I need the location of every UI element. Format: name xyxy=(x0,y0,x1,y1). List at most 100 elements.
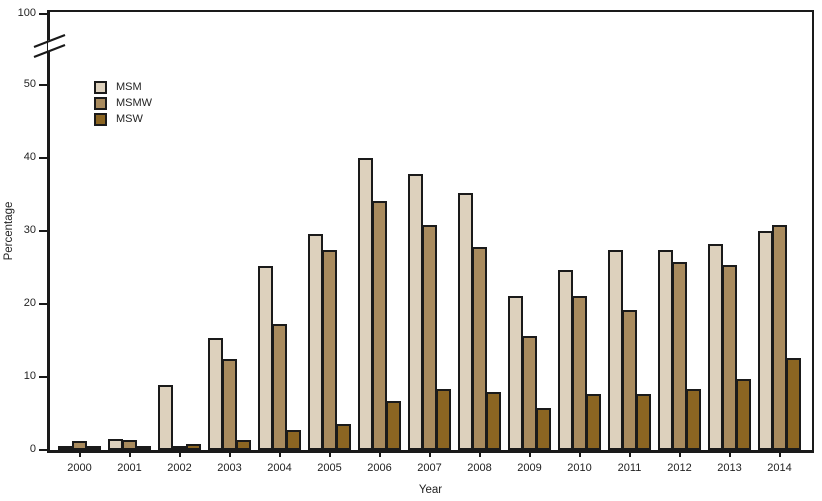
x-tick-2000 xyxy=(78,450,81,457)
bar-2005-msmw xyxy=(322,250,337,450)
bar-2003-msw xyxy=(236,440,251,450)
x-tick-label-2009: 2009 xyxy=(517,462,542,474)
y-tick-label-40: 40 xyxy=(23,150,36,163)
bar-2014-msm xyxy=(758,231,773,450)
x-tick-2013 xyxy=(728,450,731,457)
x-tick-2005 xyxy=(328,450,331,457)
y-tick-label-0: 0 xyxy=(29,443,36,455)
bar-2007-msm xyxy=(408,174,423,450)
y-tick-label-30: 30 xyxy=(23,223,36,236)
bar-2010-msmw xyxy=(572,296,587,450)
y-tick-0 xyxy=(39,449,48,451)
legend-label-msm: MSM xyxy=(116,81,142,93)
bar-2006-msmw xyxy=(372,201,387,450)
legend-swatch-msmw xyxy=(94,97,107,110)
bar-2004-msm xyxy=(258,266,273,450)
bar-2008-msm xyxy=(458,193,473,450)
bar-2011-msw xyxy=(636,394,651,450)
bar-2012-msmw xyxy=(672,262,687,450)
bar-2009-msw xyxy=(536,408,551,450)
bar-2010-msm xyxy=(558,270,573,450)
x-tick-label-2002: 2002 xyxy=(167,462,192,474)
bar-2012-msm xyxy=(658,250,673,450)
y-tick-30 xyxy=(39,229,48,232)
x-tick-label-2010: 2010 xyxy=(567,462,592,474)
x-axis-title: Year xyxy=(418,484,443,496)
bar-2011-msm xyxy=(608,250,623,450)
bar-2005-msw xyxy=(336,424,351,450)
x-tick-label-2004: 2004 xyxy=(267,462,292,474)
bar-2003-msm xyxy=(208,338,223,450)
bar-2007-msmw xyxy=(422,225,437,450)
bar-2001-msm xyxy=(108,439,123,450)
bar-2009-msmw xyxy=(522,336,537,450)
bar-2007-msw xyxy=(436,389,451,450)
x-tick-label-2014: 2014 xyxy=(767,462,792,474)
y-tick-10 xyxy=(39,375,48,378)
x-tick-label-2001: 2001 xyxy=(117,462,142,474)
y-tick-label-50: 50 xyxy=(23,77,36,90)
y-tick-label-100: 100 xyxy=(17,7,36,19)
x-tick-label-2003: 2003 xyxy=(217,462,242,474)
x-tick-2012 xyxy=(678,450,681,457)
bar-2004-msmw xyxy=(272,324,287,450)
x-tick-label-2008: 2008 xyxy=(467,462,492,474)
legend-item-msmw: MSMW xyxy=(94,97,152,110)
x-tick-2014 xyxy=(778,450,781,457)
x-tick-2008 xyxy=(478,450,481,457)
y-tick-label-20: 20 xyxy=(23,296,36,309)
plot-area: MSM MSMW MSW 0 10 20 30 40 50 100 2000 2001 2002 200… xyxy=(18,7,814,474)
bar-2002-msw xyxy=(186,444,201,450)
bar-2009-msm xyxy=(508,296,523,450)
bar-2008-msmw xyxy=(472,247,487,450)
y-tick-20 xyxy=(39,302,48,305)
bar-2013-msw xyxy=(736,379,751,450)
x-tick-label-2006: 2006 xyxy=(367,462,392,474)
bar-2014-msmw xyxy=(772,225,787,450)
x-tick-2009 xyxy=(528,450,531,457)
x-tick-label-2000: 2000 xyxy=(67,462,92,474)
bar-2011-msmw xyxy=(622,310,637,450)
bar-2006-msm xyxy=(358,158,373,450)
y-axis-break-icon xyxy=(33,33,66,59)
bar-2014-msw xyxy=(786,358,801,450)
legend-label-msmw: MSMW xyxy=(116,97,153,109)
bar-2013-msm xyxy=(708,244,723,450)
bar-2008-msw xyxy=(486,392,501,450)
y-tick-label-10: 10 xyxy=(23,369,36,382)
legend-item-msm: MSM xyxy=(94,81,152,94)
bar-2005-msm xyxy=(308,234,323,450)
bar-2000-msmw xyxy=(72,441,87,450)
x-tick-2011 xyxy=(628,450,631,457)
x-tick-2002 xyxy=(178,450,181,457)
x-tick-label-2012: 2012 xyxy=(667,462,692,474)
x-tick-label-2013: 2013 xyxy=(717,462,742,474)
x-tick-label-2005: 2005 xyxy=(317,462,342,474)
legend-swatch-msm xyxy=(94,81,107,94)
bar-2001-msmw xyxy=(122,440,137,450)
x-tick-label-2011: 2011 xyxy=(617,462,642,474)
bar-2000-msm xyxy=(58,446,73,450)
bar-2010-msw xyxy=(586,394,601,450)
bar-2013-msmw xyxy=(722,265,737,450)
bar-2000-msw xyxy=(86,446,101,450)
bar-2004-msw xyxy=(286,430,301,450)
y-tick-100 xyxy=(39,13,48,15)
bar-2006-msw xyxy=(386,401,401,450)
legend-swatch-msw xyxy=(94,113,107,126)
bar-2001-msw xyxy=(136,446,151,450)
x-tick-2007 xyxy=(428,450,431,457)
x-tick-2010 xyxy=(578,450,581,457)
x-tick-2004 xyxy=(278,450,281,457)
legend-label-msw: MSW xyxy=(116,113,143,125)
x-tick-label-2007: 2007 xyxy=(417,462,442,474)
x-tick-2001 xyxy=(128,450,131,457)
x-tick-2006 xyxy=(378,450,381,457)
x-tick-2003 xyxy=(228,450,231,457)
bar-2002-msm xyxy=(158,385,173,450)
bar-2012-msw xyxy=(686,389,701,450)
y-tick-50 xyxy=(39,83,48,86)
legend-item-msw: MSW xyxy=(94,113,152,126)
legend: MSM MSMW MSW xyxy=(94,81,152,129)
